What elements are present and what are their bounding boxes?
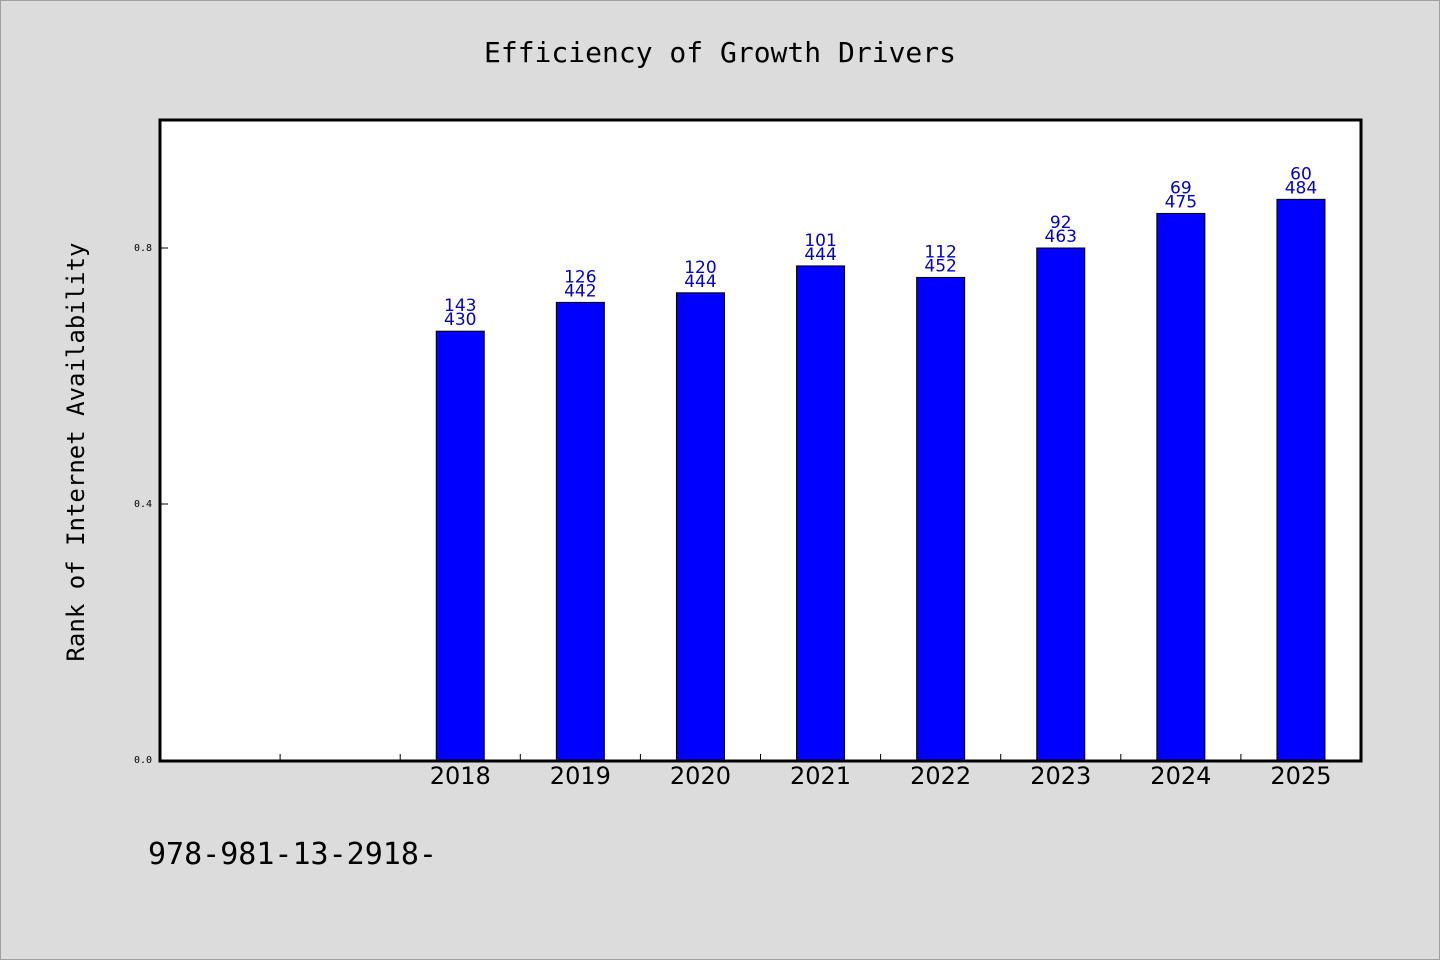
footer-isbn: 978-981-13-2918- (148, 837, 437, 872)
data-label-bottom-2023: 463 (1045, 227, 1077, 247)
data-label-top-2025: 60 (1290, 164, 1312, 184)
data-label-top-2024: 69 (1170, 178, 1192, 198)
data-label-bottom-2019: 442 (564, 281, 596, 301)
y-tick-label: 0.8 (134, 243, 152, 254)
bar-2022 (916, 276, 966, 761)
data-label-bottom-2018: 430 (444, 310, 476, 330)
data-label-bottom-2025: 484 (1285, 178, 1317, 198)
bar-2018 (435, 330, 485, 761)
bar-2025 (1276, 198, 1326, 761)
y-tick-label: 0.4 (134, 499, 152, 510)
data-label-top-2020: 120 (684, 258, 716, 278)
x-tick-label-2025: 2025 (1270, 762, 1331, 790)
y-axis-label: Rank of Internet Availability (62, 242, 90, 661)
x-tick-label-2020: 2020 (670, 762, 731, 790)
x-tick-label-2024: 2024 (1150, 762, 1211, 790)
data-label-top-2019: 126 (564, 267, 596, 287)
x-tick-label-2021: 2021 (790, 762, 851, 790)
x-tick-label-2018: 2018 (430, 762, 491, 790)
x-axis: 2018 2019 2020 2021 2022 2023 2024 2025 (279, 754, 1331, 790)
chart-title: Efficiency of Growth Drivers (484, 36, 956, 69)
bar-2024 (1156, 212, 1206, 761)
data-label-top-2018: 143 (444, 296, 476, 316)
data-label-top-2023: 92 (1050, 213, 1072, 233)
data-label-bottom-2021: 444 (804, 245, 836, 265)
bar-2023 (1036, 247, 1086, 761)
x-tick-label-2023: 2023 (1030, 762, 1091, 790)
data-label-top-2022: 112 (924, 242, 956, 262)
bars-group (435, 198, 1326, 761)
data-label-bottom-2022: 452 (924, 256, 956, 276)
plot-border (158, 118, 1363, 763)
data-label-bottom-2020: 444 (684, 272, 716, 292)
x-tick-label-2019: 2019 (550, 762, 611, 790)
bar-2021 (796, 265, 846, 761)
data-label-bottom-2024: 475 (1165, 192, 1197, 212)
bar-2019 (555, 301, 605, 761)
bar-2020 (675, 292, 725, 761)
y-tick-label: 0.0 (134, 755, 152, 766)
data-label-top-2021: 101 (804, 231, 836, 251)
x-tick-label-2022: 2022 (910, 762, 971, 790)
